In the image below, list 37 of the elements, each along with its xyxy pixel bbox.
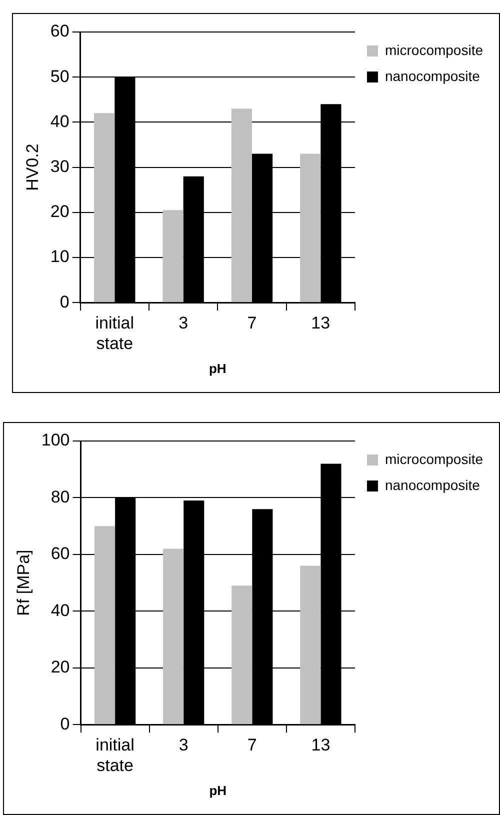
bar (94, 113, 115, 302)
y-tick-label: 60 (50, 22, 70, 41)
y-axis-title: HV0.2 (22, 144, 42, 191)
bar (94, 526, 116, 724)
bar (231, 108, 252, 302)
x-tick-label: 13 (311, 735, 330, 754)
x-axis-title: pH (209, 782, 227, 798)
y-tick-label: 40 (50, 112, 70, 131)
x-tick-label: 7 (247, 735, 257, 754)
x-tick-label: 7 (247, 313, 257, 332)
bar (162, 210, 184, 302)
legend-label: nanocomposite (384, 476, 480, 493)
bar (300, 154, 321, 302)
x-tick-label: initial state (95, 313, 134, 353)
x-tick-label: 3 (178, 735, 188, 754)
bar (232, 586, 252, 724)
x-tick-label: 3 (178, 313, 188, 332)
y-tick-label: 0 (60, 714, 70, 734)
y-tick-label: 30 (50, 156, 70, 176)
legend-label: microcomposite (384, 450, 484, 467)
y-tick-label: 0 (60, 292, 70, 312)
y-tick-label: 40 (50, 600, 70, 620)
y-tick-label: 20 (50, 658, 70, 677)
y-tick-label: 20 (50, 202, 70, 222)
y-tick-label: 60 (50, 544, 70, 564)
bar (163, 548, 184, 724)
y-tick-label: 80 (50, 487, 70, 506)
y-tick-label: 50 (50, 66, 70, 86)
legend-label: nanocomposite (384, 68, 480, 84)
x-axis-title: pH (208, 360, 226, 376)
y-tick-label: 100 (41, 430, 70, 450)
x-tick-label: initial state (96, 735, 134, 775)
y-axis-title: Rf [MPa] (14, 550, 33, 616)
bar (300, 566, 321, 724)
legend-label: microcomposite (384, 42, 484, 58)
x-tick-label: 13 (311, 313, 330, 332)
y-tick-label: 10 (50, 247, 70, 266)
